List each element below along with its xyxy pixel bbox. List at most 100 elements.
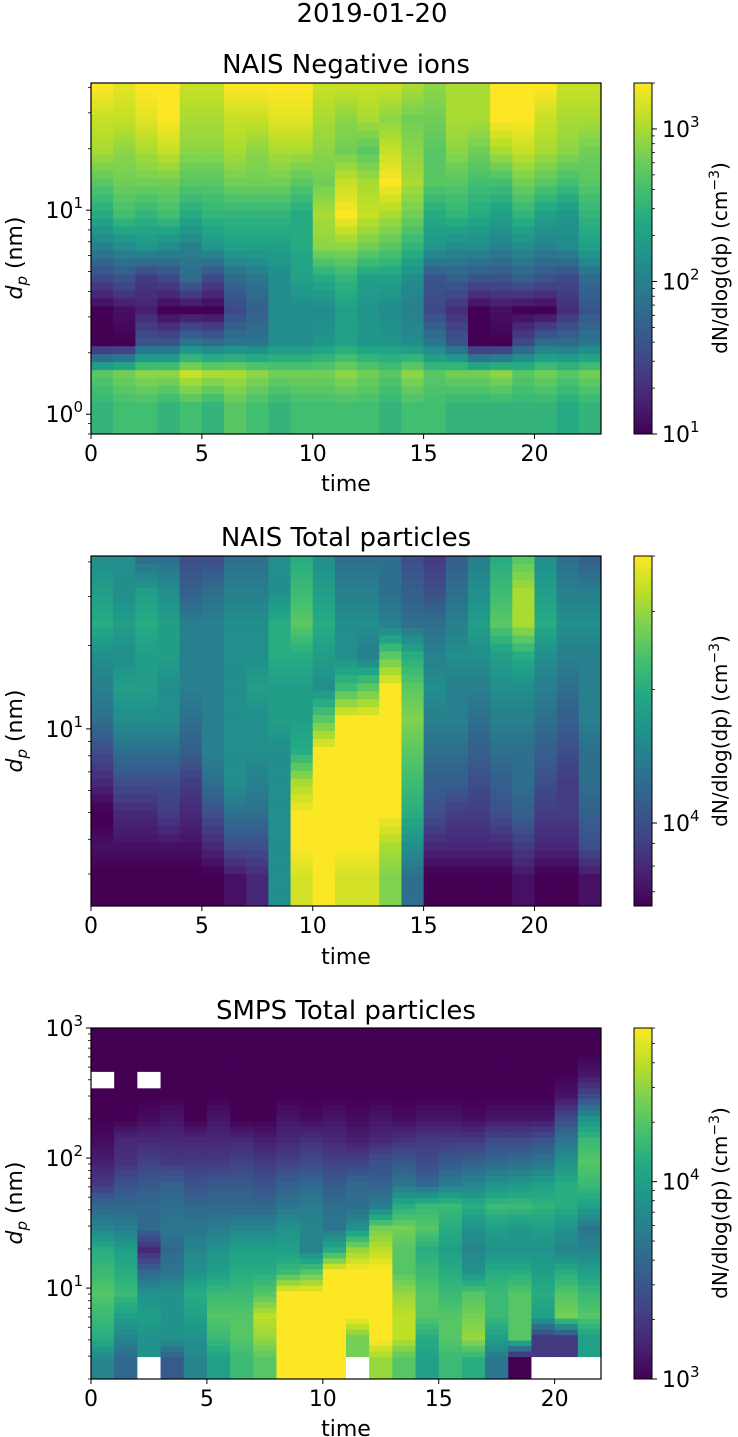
heatmap-cell [160, 1126, 185, 1133]
heatmap-cell [578, 250, 602, 259]
heatmap-cell [160, 1192, 185, 1199]
heatmap-cell [461, 1329, 486, 1336]
heatmap-cell [91, 266, 114, 275]
heatmap-cell [253, 1148, 277, 1155]
heatmap-cell [201, 627, 225, 636]
heatmap-cell [201, 850, 225, 859]
heatmap-cell [346, 1373, 370, 1380]
heatmap-cell [135, 178, 158, 188]
heatmap-cell [369, 1132, 393, 1139]
heatmap-cell [438, 1285, 463, 1292]
heatmap-cell [423, 322, 447, 331]
heatmap-cell [114, 1187, 138, 1193]
heatmap-cell [201, 611, 225, 621]
heatmap-cell [508, 1104, 532, 1111]
heatmap-cell [578, 627, 602, 636]
colorbar-label: dN/dlog(dp) (cm−3) [707, 1107, 732, 1299]
heatmap-cell [113, 330, 136, 339]
heatmap-cell [206, 1176, 231, 1182]
heatmap-cell [113, 122, 136, 132]
heatmap-cell [253, 1181, 277, 1188]
heatmap-cell [578, 178, 602, 188]
heatmap-cell [224, 842, 247, 851]
heatmap-cell [392, 1351, 416, 1358]
heatmap-cell [485, 1099, 509, 1106]
heatmap-cell [415, 1126, 440, 1133]
heatmap-cell [201, 794, 225, 803]
heatmap-cell [401, 842, 424, 851]
heatmap-cell [113, 226, 136, 235]
heatmap-cell [554, 1362, 579, 1369]
heatmap-cell [531, 1208, 556, 1215]
heatmap-cell [490, 290, 513, 299]
heatmap-cell [485, 1104, 509, 1111]
heatmap-cell [369, 1313, 393, 1320]
heatmap-cell [290, 818, 314, 827]
heatmap-cell [485, 1093, 509, 1100]
heatmap-cell [578, 210, 602, 220]
heatmap-cell [160, 1044, 185, 1051]
heatmap-cell [268, 338, 291, 347]
heatmap-cell [230, 1252, 254, 1259]
heatmap-cell [91, 1137, 115, 1144]
heatmap-cell [346, 1269, 370, 1276]
heatmap-cell [534, 619, 558, 628]
heatmap-cell [230, 1132, 254, 1139]
heatmap-cell [91, 1252, 115, 1259]
heatmap-cell [534, 691, 558, 700]
heatmap-cell [268, 874, 291, 883]
heatmap-cell [392, 1280, 416, 1287]
heatmap-cell [534, 571, 558, 581]
heatmap-cell [357, 106, 380, 116]
heatmap-cell [346, 1313, 370, 1320]
heatmap-cell [556, 290, 580, 299]
heatmap-cell [206, 1049, 231, 1056]
heatmap-cell [230, 1280, 254, 1287]
heatmap-cell [160, 1165, 185, 1171]
heatmap-cell [554, 1181, 579, 1188]
heatmap-cell [179, 426, 203, 435]
heatmap-cell [160, 1335, 185, 1342]
heatmap-cell [157, 258, 181, 267]
heatmap-cell [224, 571, 247, 581]
heatmap-cell [379, 563, 402, 573]
heatmap-cell [490, 762, 513, 772]
heatmap-cell [91, 1126, 115, 1133]
heatmap-cell [91, 218, 114, 227]
heatmap-cell [490, 106, 513, 116]
heatmap-cell [253, 1225, 277, 1232]
heatmap-cell [445, 635, 469, 644]
heatmap-cell [290, 556, 314, 565]
heatmap-cell [201, 282, 225, 291]
heatmap-cell [512, 786, 535, 796]
heatmap-cell [268, 418, 291, 427]
heatmap-cell [461, 1126, 486, 1133]
heatmap-cell [423, 218, 447, 227]
heatmap-cell [554, 1225, 579, 1232]
heatmap-cell [135, 170, 158, 180]
heatmap-cell [531, 1082, 556, 1089]
heatmap-cell [423, 170, 447, 180]
heatmap-cell [91, 1148, 115, 1155]
heatmap-cell [137, 1241, 161, 1248]
heatmap-cell [157, 762, 181, 772]
heatmap-cell [392, 1203, 416, 1210]
heatmap-cell [401, 98, 424, 108]
heatmap-cell [312, 762, 336, 772]
heatmap-cell [179, 210, 203, 220]
heatmap-cell [246, 290, 269, 299]
heatmap-cell [135, 226, 158, 235]
heatmap-cell [312, 338, 336, 347]
heatmap-cell [554, 1373, 579, 1380]
heatmap-cell [512, 274, 535, 283]
heatmap-cell [91, 1154, 115, 1161]
heatmap-cell [114, 1346, 138, 1352]
heatmap-cell [299, 1296, 324, 1303]
heatmap-cell [253, 1296, 277, 1303]
heatmap-cell [554, 1115, 579, 1122]
heatmap-cell [230, 1033, 254, 1040]
heatmap-cell [246, 426, 269, 435]
heatmap-cell [179, 667, 203, 676]
heatmap-cell [508, 1028, 532, 1034]
heatmap-cell [485, 1225, 509, 1232]
